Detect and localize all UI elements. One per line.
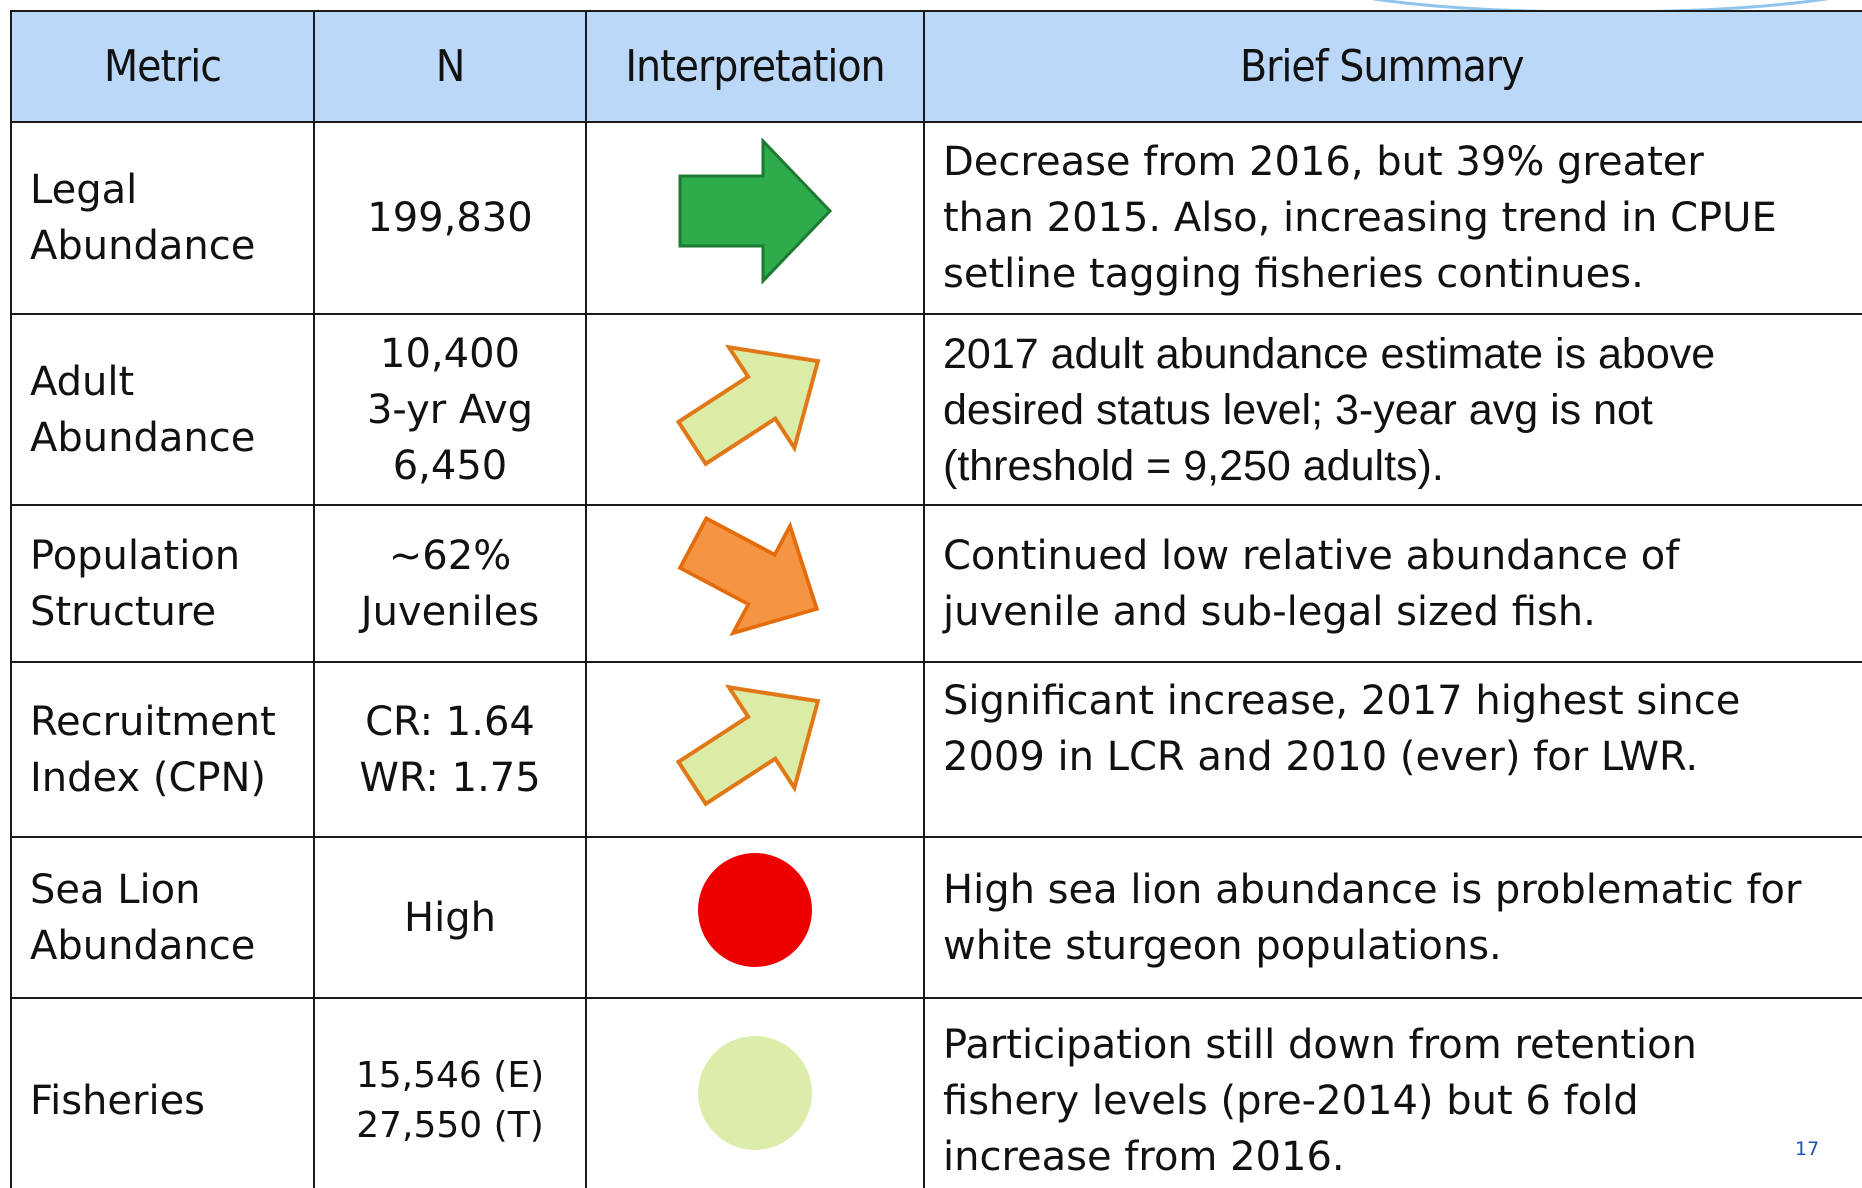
text-line: 27,550 (T) [356, 1104, 544, 1146]
text-line: Sea Lion [30, 866, 201, 913]
metric-cell: Recruitment Index (CPN) [10, 661, 315, 838]
arrow-icon [675, 684, 821, 807]
text-line: Juveniles [360, 588, 540, 635]
text-line: Abundance [30, 414, 256, 461]
n-cell: 199,830 [313, 121, 587, 315]
interpretation-cell [585, 661, 925, 838]
text-line: Abundance [30, 922, 256, 969]
text-line: (threshold = 9,250 adults). [943, 441, 1444, 490]
text-line: 10,400 [380, 330, 520, 377]
n-cell: 10,400 3-yr Avg 6,450 [313, 313, 587, 506]
n-cell: High [313, 836, 587, 999]
text-line: desired status level; 3-year avg is not [943, 385, 1653, 434]
status-dot [698, 1036, 812, 1150]
text-line: Continued low relative abundance of [943, 532, 1680, 579]
text-line: Adult [30, 358, 135, 405]
text-line: 199,830 [367, 195, 533, 241]
text-line: Legal [30, 167, 138, 213]
interpretation-cell [585, 504, 925, 663]
text-line: Index (CPN) [30, 754, 267, 801]
text-line: 6,450 [392, 442, 508, 489]
text-line: setline tagging fisheries continues. [943, 251, 1644, 297]
header-cell: Metric [10, 10, 315, 123]
summary-cell: Continued low relative abundance of juven… [923, 504, 1862, 663]
text-line: Decrease from 2016, but 39% greater [943, 139, 1704, 185]
page-number: 17 [1795, 1138, 1820, 1160]
text-line: CR: 1.64 [365, 698, 535, 745]
row: Adult Abundance 10,400 3-yr Avg 6,450 2017 a… [10, 313, 1862, 506]
text-line: white sturgeon populations. [943, 922, 1502, 969]
text-line: 15,546 (E) [355, 1054, 545, 1096]
row: Legal Abundance 199,830 Decrease from 2016… [10, 121, 1862, 315]
text-line: than 2015. Also, increasing trend in CPU… [943, 195, 1777, 241]
n-cell: ~62% Juveniles [313, 504, 587, 663]
interpretation-cell [585, 121, 925, 315]
text-line: High [404, 894, 496, 941]
metric-cell: Adult Abundance [10, 313, 315, 506]
text-line: 3-yr Avg [366, 386, 534, 433]
interpretation-cell [585, 997, 925, 1188]
text-line: 2017 adult abundance estimate is above [943, 329, 1716, 378]
header-cell: Brief Summary [923, 10, 1862, 123]
text-line: Population [30, 532, 241, 579]
text-line: Structure [30, 588, 217, 635]
text-line: Significant increase, 2017 highest since [943, 678, 1741, 724]
metric-cell: Population Structure [10, 504, 315, 663]
text-line: fishery levels (pre-2014) but 6 fold [943, 1077, 1639, 1124]
metric-cell: Legal Abundance [10, 121, 315, 315]
summary-cell: Decrease from 2016, but 39% greater than … [923, 121, 1862, 315]
summary-cell: Participation still down from retention f… [923, 997, 1862, 1188]
row: Fisheries 15,546 (E) 27,550 (T) Participat… [10, 997, 1862, 1188]
text-line: WR: 1.75 [359, 754, 541, 801]
n-cell: 15,546 (E) 27,550 (T) [313, 997, 587, 1188]
text-line: Recruitment [30, 698, 276, 745]
row: Population Structure ~62% Juveniles Continu… [10, 504, 1862, 663]
metric-cell: Sea Lion Abundance [10, 836, 315, 999]
arrow-icon [678, 136, 833, 285]
text-line: juvenile and sub-legal sized fish. [943, 588, 1596, 635]
header-cell: Interpretation [585, 10, 925, 123]
interpretation-cell [585, 313, 925, 506]
header-row: Metric N Interpretation Brief Summary [10, 10, 1862, 123]
metric-cell: Fisheries [10, 997, 315, 1188]
text-line: High sea lion abundance is problematic f… [943, 866, 1802, 913]
row: Sea Lion Abundance High High sea lion abun… [10, 836, 1862, 999]
summary-cell: High sea lion abundance is problematic f… [923, 836, 1862, 999]
arrow-icon [675, 344, 821, 467]
summary-cell: Significant increase, 2017 highest since… [923, 661, 1862, 838]
status-table: Metric N Interpretation Brief Summary Le… [10, 10, 1862, 1188]
text-line: increase from 2016. [943, 1133, 1345, 1180]
text-line: Abundance [30, 223, 256, 269]
text-line: Participation still down from retention [943, 1021, 1697, 1068]
text-line: 2009 in LCR and 2010 (ever) for LWR. [943, 734, 1699, 780]
text-line: Fisheries [30, 1077, 206, 1124]
row: Recruitment Index (CPN) CR: 1.64 WR: 1.75 S… [10, 661, 1862, 838]
interpretation-cell [585, 836, 925, 999]
header-cell: N [313, 10, 587, 123]
summary-cell: 2017 adult abundance estimate is above de… [923, 313, 1862, 506]
text-line: ~62% [388, 532, 512, 579]
n-cell: CR: 1.64 WR: 1.75 [313, 661, 587, 838]
status-dot [698, 853, 812, 967]
arrow-icon [677, 515, 820, 637]
